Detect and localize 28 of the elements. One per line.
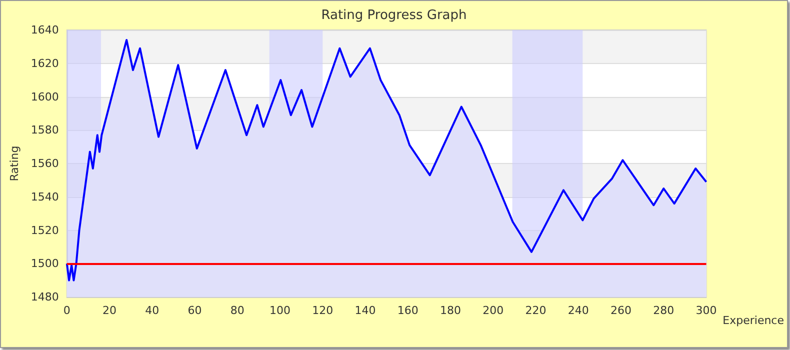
- x-tick-label: 300: [696, 304, 717, 317]
- x-tick-label: 240: [568, 304, 589, 317]
- y-tick-label: 1560: [30, 157, 59, 170]
- x-tick-label: 0: [63, 304, 70, 317]
- y-tick-label: 1600: [30, 90, 59, 104]
- chart-title: Rating Progress Graph: [321, 8, 467, 23]
- x-tick-label: 80: [230, 304, 244, 317]
- y-tick-label: 1540: [30, 190, 59, 204]
- x-tick-label: 220: [525, 304, 546, 317]
- y-tick-label: 1520: [30, 224, 59, 237]
- x-tick-label: 260: [610, 304, 632, 317]
- y-tick-label: 1500: [30, 257, 59, 270]
- x-axis-title: Experience: [722, 314, 784, 327]
- y-tick-label: 1640: [30, 24, 59, 36]
- y-tick-label: 1580: [30, 124, 59, 137]
- x-tick-label: 180: [440, 304, 462, 317]
- x-tick-label: 100: [270, 304, 291, 317]
- x-tick-label: 200: [482, 304, 504, 317]
- x-tick-label: 60: [188, 304, 202, 317]
- x-tick-label: 160: [397, 304, 418, 317]
- y-tick-label: 1620: [30, 56, 59, 70]
- x-tick-label: 40: [145, 304, 160, 317]
- y-axis-title: Rating: [8, 146, 21, 182]
- x-tick-label: 20: [102, 304, 117, 317]
- y-tick-label: 1480: [30, 290, 59, 304]
- x-tick-label: 120: [312, 304, 334, 317]
- x-tick-label: 140: [354, 304, 376, 317]
- x-tick-label: 280: [653, 304, 674, 317]
